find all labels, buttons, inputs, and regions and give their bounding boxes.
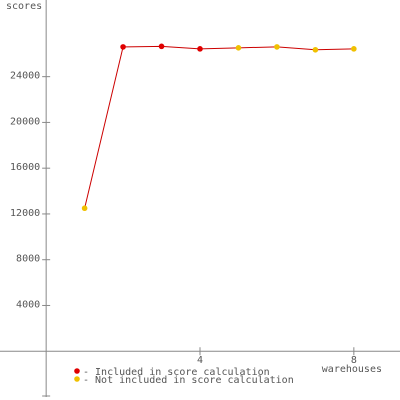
data-point bbox=[312, 46, 319, 53]
data-point bbox=[197, 46, 203, 52]
legend-label: - Included in score calculation bbox=[83, 367, 270, 378]
y-tick-label: 4000 bbox=[16, 299, 40, 310]
legend-label: - Not included in score calculation bbox=[83, 375, 294, 386]
y-tick-label: 12000 bbox=[10, 208, 40, 219]
data-point bbox=[235, 45, 242, 51]
data-point bbox=[81, 205, 88, 212]
data-point bbox=[274, 44, 280, 50]
y-tick-label: 20000 bbox=[10, 116, 40, 127]
y-tick-label: 24000 bbox=[10, 71, 40, 82]
y-tick-label: 8000 bbox=[16, 254, 40, 265]
x-tick-label: 4 bbox=[197, 355, 203, 366]
legend-marker bbox=[74, 376, 80, 382]
y-tick-label: 16000 bbox=[10, 162, 40, 173]
data-point bbox=[120, 44, 126, 50]
x-axis-label: warehouses bbox=[322, 364, 382, 375]
data-point bbox=[351, 46, 357, 52]
x-tick-label: 8 bbox=[351, 355, 357, 366]
legend-marker bbox=[74, 368, 80, 374]
series-line bbox=[84, 45, 354, 209]
data-point bbox=[158, 43, 165, 50]
y-axis-label: scores bbox=[6, 1, 42, 12]
